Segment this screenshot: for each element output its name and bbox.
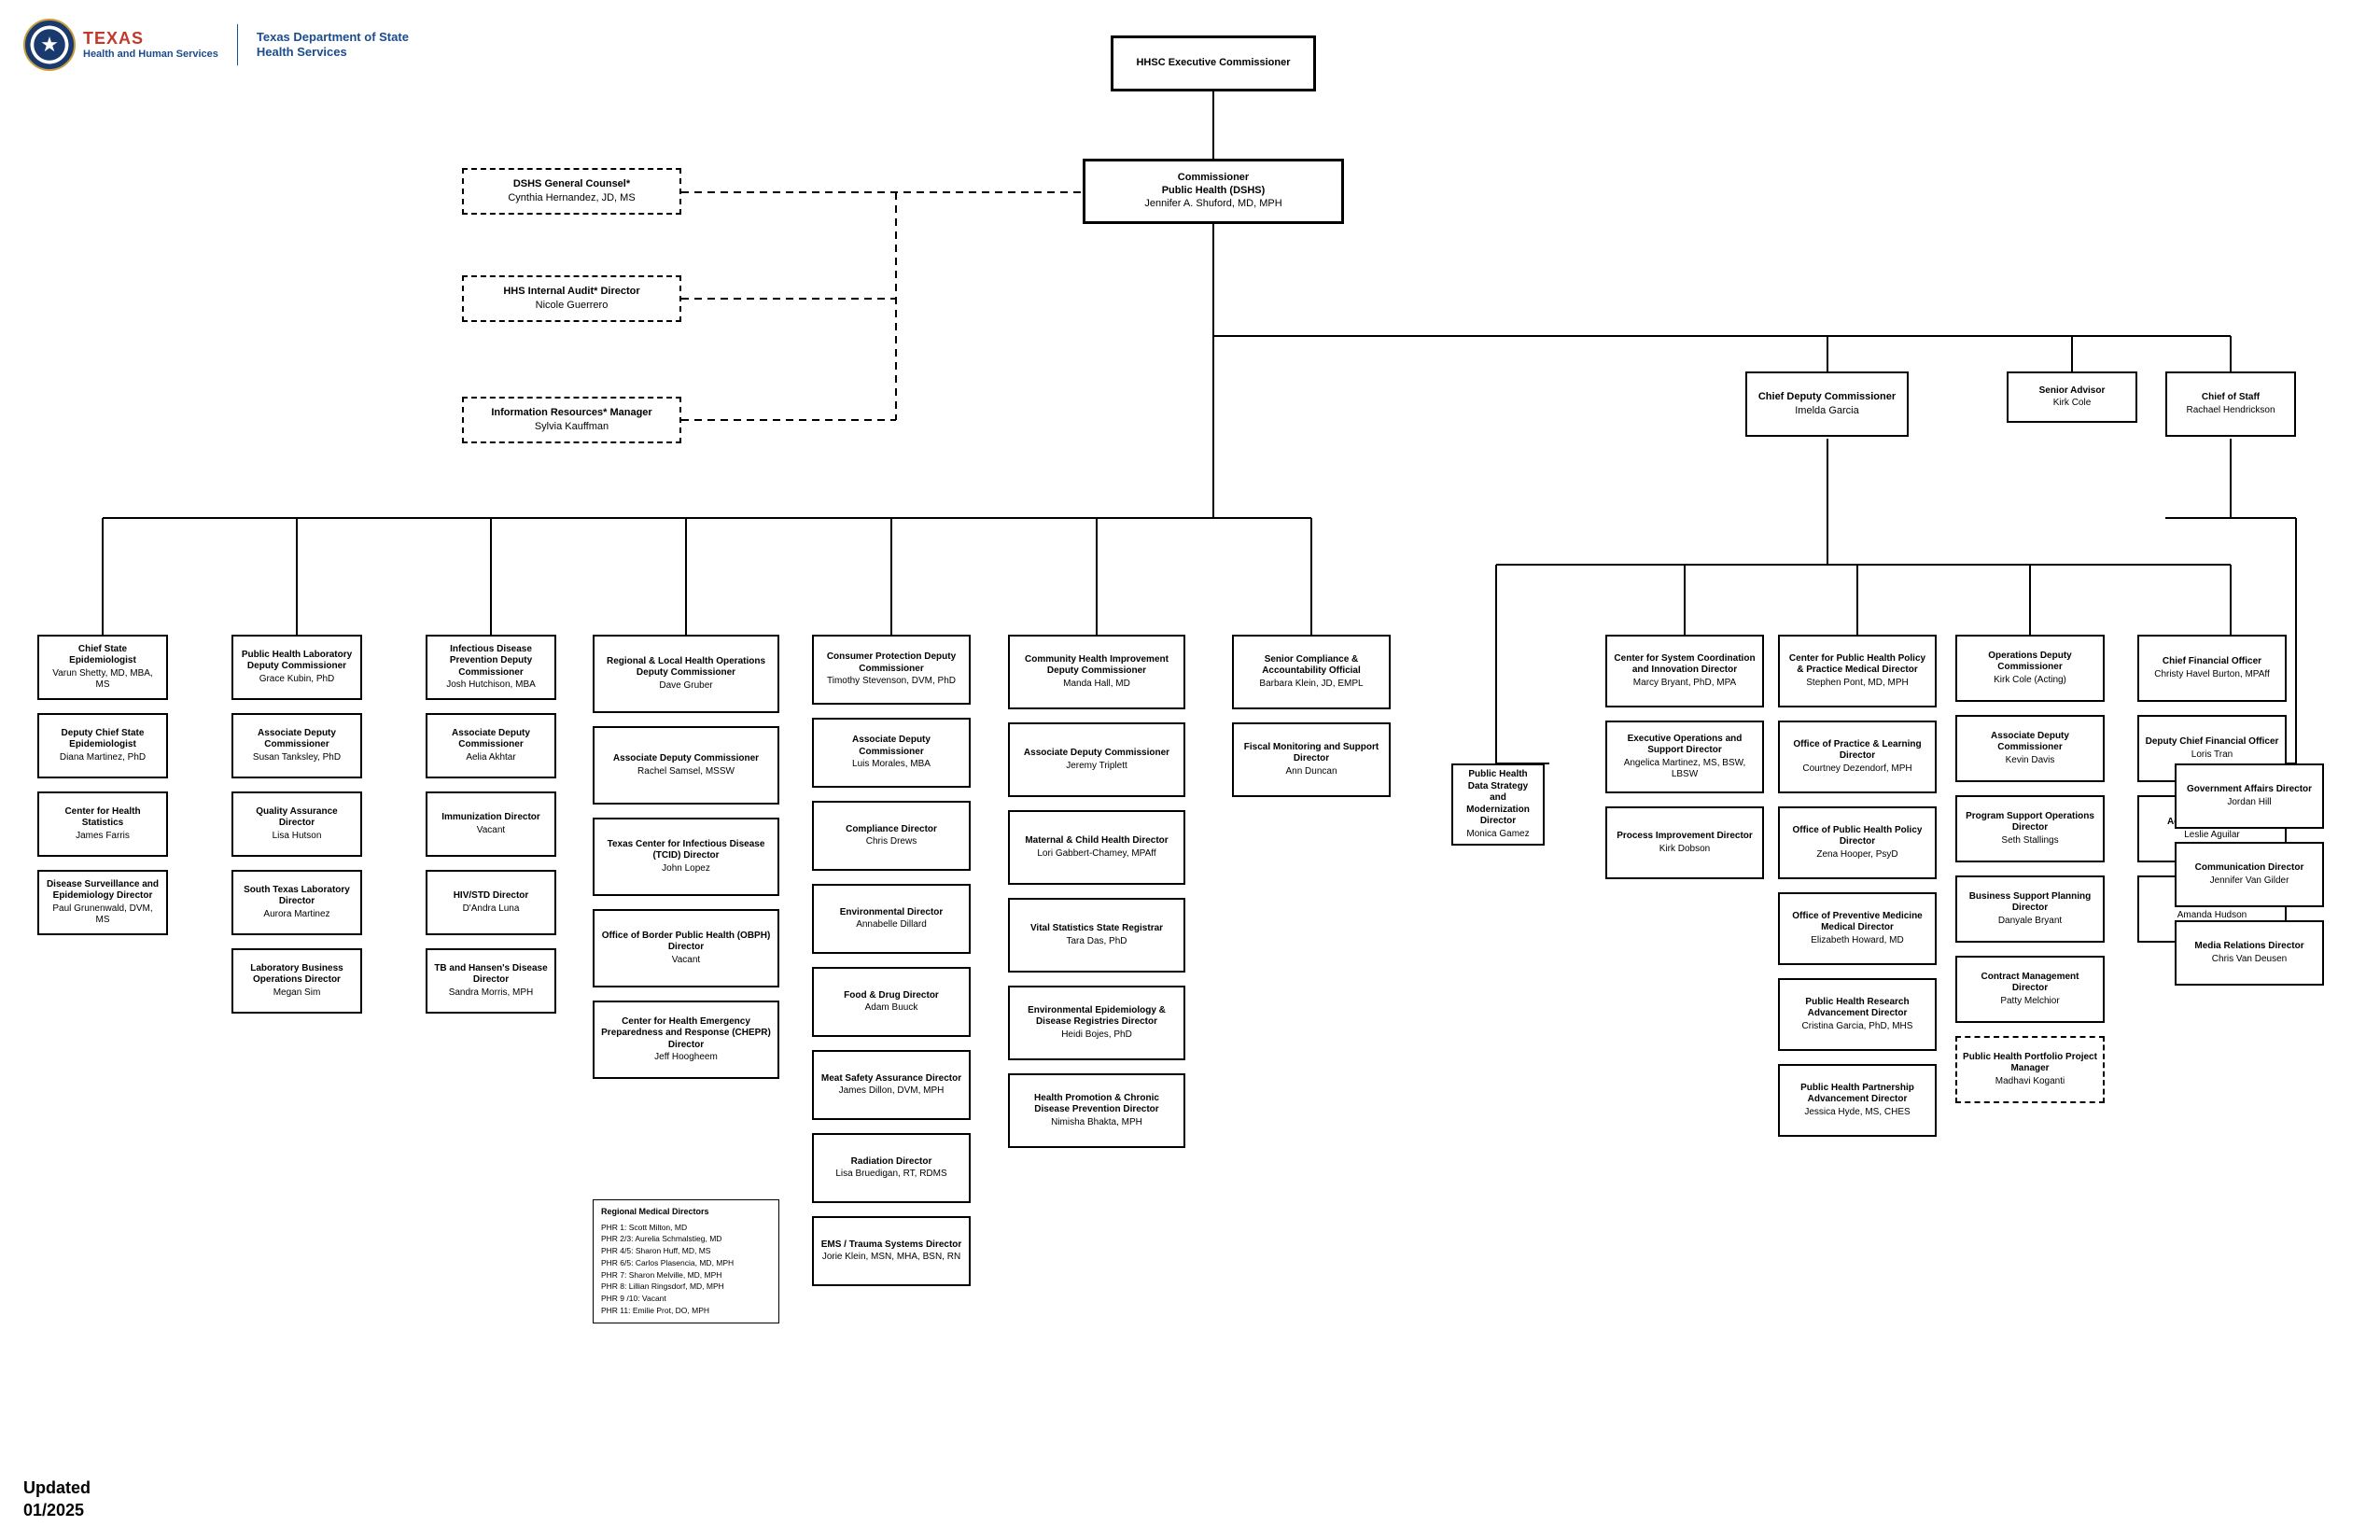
org-box-c3-1: Associate Deputy CommissionerAelia Akhta… (426, 713, 556, 778)
regional-directors: Regional Medical Directors PHR 1: Scott … (593, 1199, 779, 1323)
org-box-c5-0: Consumer Protection Deputy CommissionerT… (812, 635, 971, 705)
org-box-c5-4: Food & Drug DirectorAdam Buuck (812, 967, 971, 1037)
org-box-c6-0: Community Health Improvement Deputy Comm… (1008, 635, 1185, 709)
org-box-c13-1: Communication DirectorJennifer Van Gilde… (2175, 842, 2324, 907)
org-box-c3-2: Immunization DirectorVacant (426, 791, 556, 857)
org-box-c10-3: Office of Preventive Medicine Medical Di… (1778, 892, 1937, 965)
regional-row: PHR 11: Emilie Prot, DO, MPH (601, 1305, 771, 1317)
brand-sub: Health and Human Services (83, 49, 218, 61)
logo-divider (237, 24, 238, 65)
footer-updated: Updated 01/2025 (23, 1477, 91, 1521)
regional-row: PHR 7: Sharon Melville, MD, MPH (601, 1269, 771, 1281)
org-box-c10-2: Office of Public Health Policy DirectorZ… (1778, 806, 1937, 879)
logo-header: TEXAS Health and Human Services Texas De… (23, 19, 409, 71)
regional-row: PHR 4/5: Sharon Huff, MD, MS (601, 1245, 771, 1257)
org-box-c11-3: Business Support Planning DirectorDanyal… (1955, 875, 2105, 943)
org-box-c9-1: Executive Operations and Support Directo… (1605, 721, 1764, 793)
org-box-c1-3: Disease Surveillance and Epidemiology Di… (37, 870, 168, 935)
org-box-c4-1: Associate Deputy CommissionerRachel Sams… (593, 726, 779, 805)
org-box-c5-6: Radiation DirectorLisa Bruedigan, RT, RD… (812, 1133, 971, 1203)
org-box-c11-1: Associate Deputy CommissionerKevin Davis (1955, 715, 2105, 782)
org-box-c11-4: Contract Management DirectorPatty Melchi… (1955, 956, 2105, 1023)
org-box-c11-2: Program Support Operations DirectorSeth … (1955, 795, 2105, 862)
org-box-c4-2: Texas Center for Infectious Disease (TCI… (593, 818, 779, 896)
regional-row: PHR 2/3: Aurelia Schmalstieg, MD (601, 1233, 771, 1245)
org-box-c4-3: Office of Border Public Health (OBPH) Di… (593, 909, 779, 987)
seal-icon (23, 19, 76, 71)
hhs-audit: HHS Internal Audit* Director Nicole Guer… (462, 275, 681, 322)
org-box-c11-5: Public Health Portfolio Project ManagerM… (1955, 1036, 2105, 1103)
org-box-c5-3: Environmental DirectorAnnabelle Dillard (812, 884, 971, 954)
org-box-c10-1: Office of Practice & Learning DirectorCo… (1778, 721, 1937, 793)
org-box-c3-3: HIV/STD DirectorD'Andra Luna (426, 870, 556, 935)
org-box-c3-4: TB and Hansen's Disease DirectorSandra M… (426, 948, 556, 1014)
hhsc-exec: HHSC Executive Commissioner (1111, 35, 1316, 91)
org-box-c10-4: Public Health Research Advancement Direc… (1778, 978, 1937, 1051)
regional-row: PHR 8: Lillian Ringsdorf, MD, MPH (601, 1281, 771, 1293)
senior-advisor: Senior Advisor Kirk Cole (2007, 371, 2137, 423)
org-box-c10-5: Public Health Partnership Advancement Di… (1778, 1064, 1937, 1137)
org-box-c10-0: Center for Public Health Policy & Practi… (1778, 635, 1937, 707)
commissioner: Commissioner Public Health (DSHS) Jennif… (1083, 159, 1344, 224)
org-box-c4-0: Regional & Local Health Operations Deput… (593, 635, 779, 713)
org-box-c1-1: Deputy Chief State EpidemiologistDiana M… (37, 713, 168, 778)
org-box-c6-5: Health Promotion & Chronic Disease Preve… (1008, 1073, 1185, 1148)
org-box-c7-0: Senior Compliance & Accountability Offic… (1232, 635, 1391, 709)
dshs-counsel: DSHS General Counsel* Cynthia Hernandez,… (462, 168, 681, 215)
org-box-c8-0: Public Health Data Strategy and Moderniz… (1451, 763, 1545, 846)
org-box-c13-0: Government Affairs DirectorJordan Hill (2175, 763, 2324, 829)
org-box-c9-2: Process Improvement DirectorKirk Dobson (1605, 806, 1764, 879)
org-box-c5-5: Meat Safety Assurance DirectorJames Dill… (812, 1050, 971, 1120)
org-box-c5-7: EMS / Trauma Systems DirectorJorie Klein… (812, 1216, 971, 1286)
org-box-c6-3: Vital Statistics State RegistrarTara Das… (1008, 898, 1185, 973)
org-box-c6-4: Environmental Epidemiology & Disease Reg… (1008, 986, 1185, 1060)
brand-texas: TEXAS (83, 29, 218, 49)
org-box-c2-4: Laboratory Business Operations DirectorM… (231, 948, 362, 1014)
org-box-c6-2: Maternal & Child Health DirectorLori Gab… (1008, 810, 1185, 885)
org-box-c6-1: Associate Deputy CommissionerJeremy Trip… (1008, 722, 1185, 797)
info-resources: Information Resources* Manager Sylvia Ka… (462, 397, 681, 443)
chief-staff: Chief of Staff Rachael Hendrickson (2165, 371, 2296, 437)
org-box-c11-0: Operations Deputy CommissionerKirk Cole … (1955, 635, 2105, 702)
department-name: Texas Department of State Health Service… (257, 30, 409, 59)
regional-row: PHR 9 /10: Vacant (601, 1293, 771, 1305)
org-box-c1-0: Chief State EpidemiologistVarun Shetty, … (37, 635, 168, 700)
regional-row: PHR 1: Scott Milton, MD (601, 1222, 771, 1234)
org-box-c13-2: Media Relations DirectorChris Van Deusen (2175, 920, 2324, 986)
org-box-c2-2: Quality Assurance DirectorLisa Hutson (231, 791, 362, 857)
org-box-c1-2: Center for Health StatisticsJames Farris (37, 791, 168, 857)
org-box-c5-1: Associate Deputy CommissionerLuis Morale… (812, 718, 971, 788)
org-box-c5-2: Compliance DirectorChris Drews (812, 801, 971, 871)
chief-deputy: Chief Deputy Commissioner Imelda Garcia (1745, 371, 1909, 437)
regional-row: PHR 6/5: Carlos Plasencia, MD, MPH (601, 1257, 771, 1269)
org-box-c2-1: Associate Deputy CommissionerSusan Tanks… (231, 713, 362, 778)
org-box-c4-4: Center for Health Emergency Preparedness… (593, 1001, 779, 1079)
org-box-c2-3: South Texas Laboratory DirectorAurora Ma… (231, 870, 362, 935)
org-box-c12-0: Chief Financial OfficerChristy Havel Bur… (2137, 635, 2287, 702)
org-box-c9-0: Center for System Coordination and Innov… (1605, 635, 1764, 707)
org-box-c2-0: Public Health Laboratory Deputy Commissi… (231, 635, 362, 700)
org-box-c3-0: Infectious Disease Prevention Deputy Com… (426, 635, 556, 700)
org-box-c7-1: Fiscal Monitoring and Support DirectorAn… (1232, 722, 1391, 797)
